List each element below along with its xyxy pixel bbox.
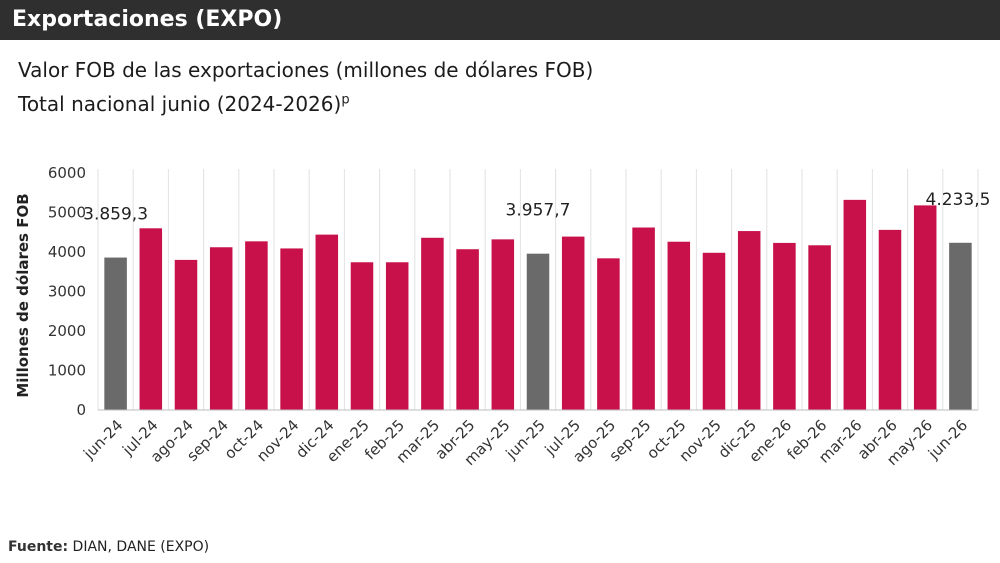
y-axis-title: Millones de dólares FOB bbox=[14, 193, 32, 397]
bar-ago-25 bbox=[597, 258, 620, 410]
label-layer: 3.859,3 3.957,7 4.233,5 bbox=[83, 190, 990, 225]
header-bar: Exportaciones (EXPO) bbox=[0, 0, 1000, 40]
bar-abr-26 bbox=[878, 229, 902, 410]
bar-mar-25 bbox=[421, 237, 444, 410]
bar-abr-25 bbox=[456, 249, 479, 410]
bar-layer bbox=[104, 199, 972, 410]
bar-sep-24 bbox=[209, 247, 233, 410]
y-tick-label: 2000 bbox=[48, 322, 86, 340]
data-label: 4.233,5 bbox=[926, 190, 991, 210]
y-tick-label: 4000 bbox=[48, 243, 86, 261]
source-note: Fuente: DIAN, DANE (EXPO) bbox=[8, 539, 209, 555]
header-title: Exportaciones (EXPO) bbox=[12, 7, 283, 32]
bar-jul-25 bbox=[561, 236, 585, 410]
x-tick-label: jun-26 bbox=[924, 416, 971, 463]
grid-layer bbox=[97, 169, 979, 410]
y-tick-label: 6000 bbox=[48, 164, 86, 182]
bar-may-26 bbox=[913, 205, 937, 410]
bar-jun-25 bbox=[526, 253, 550, 410]
y-tick-label: 1000 bbox=[48, 362, 86, 380]
bar-oct-25 bbox=[667, 241, 691, 410]
bar-jul-24 bbox=[139, 228, 163, 410]
data-label: 3.957,7 bbox=[506, 201, 571, 221]
provisional-superscript: p bbox=[341, 92, 350, 108]
bar-dic-24 bbox=[315, 234, 339, 410]
y-tick-label: 3000 bbox=[48, 283, 86, 301]
x-tick-label: jun-25 bbox=[502, 416, 549, 463]
bar-nov-24 bbox=[280, 248, 303, 410]
bar-ago-24 bbox=[174, 259, 198, 410]
source-text: DIAN, DANE (EXPO) bbox=[68, 539, 210, 555]
chart-subtitle-line2-text: Total nacional junio (2024-2026) bbox=[18, 92, 342, 116]
x-tick-label: jun-24 bbox=[79, 416, 126, 463]
y-tick-label: 5000 bbox=[48, 204, 86, 222]
bar-jun-26 bbox=[949, 242, 972, 410]
chart-subtitle-line1: Valor FOB de las exportaciones (millones… bbox=[18, 58, 594, 82]
bar-ene-25 bbox=[350, 262, 374, 410]
bar-dic-25 bbox=[737, 231, 761, 410]
bar-ene-26 bbox=[773, 242, 796, 410]
bar-mar-26 bbox=[843, 199, 867, 410]
bar-feb-25 bbox=[385, 262, 409, 410]
data-label: 3.859,3 bbox=[83, 205, 148, 225]
source-label: Fuente: bbox=[8, 539, 69, 555]
y-tick-label: 0 bbox=[76, 401, 86, 419]
bar-oct-24 bbox=[245, 241, 268, 410]
bar-jun-24 bbox=[104, 257, 127, 410]
chart-subtitle-line2: Total nacional junio (2024-2026)p bbox=[18, 92, 350, 116]
bar-feb-26 bbox=[808, 245, 831, 410]
bar-may-25 bbox=[491, 239, 515, 410]
bar-nov-25 bbox=[702, 252, 726, 410]
bar-sep-25 bbox=[632, 227, 655, 410]
